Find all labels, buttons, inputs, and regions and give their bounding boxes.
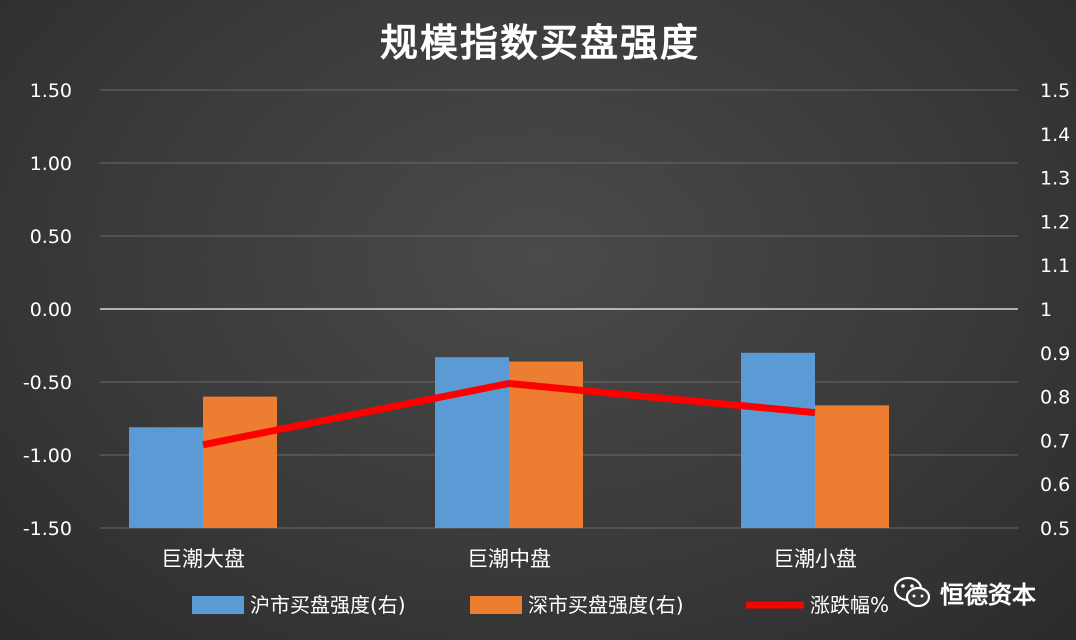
left-tick-label: 0.00	[30, 299, 72, 321]
left-tick-label: -0.50	[23, 372, 72, 394]
bars	[129, 352, 889, 528]
watermark: 恒德资本	[892, 570, 1072, 614]
left-tick-label: -1.00	[23, 445, 72, 467]
category-label: 巨潮中盘	[467, 547, 551, 571]
right-tick-label: 0.5	[1040, 518, 1070, 540]
category-labels: 巨潮大盘 巨潮中盘 巨潮小盘	[161, 547, 857, 571]
right-tick-label: 1	[1040, 299, 1052, 321]
left-tick-label: 1.50	[30, 80, 72, 102]
right-tick-label: 1.4	[1040, 124, 1070, 146]
left-axis: 1.50 1.00 0.50 0.00 -0.50 -1.00 -1.50	[23, 80, 72, 540]
line-series	[202, 379, 816, 449]
chart-title: 规模指数买盘强度	[380, 21, 700, 65]
wechat-icon	[893, 576, 931, 608]
right-tick-label: 1.3	[1040, 168, 1070, 190]
left-tick-label: -1.50	[23, 518, 72, 540]
bar	[203, 396, 277, 528]
category-label: 巨潮大盘	[161, 547, 245, 571]
bar	[815, 405, 889, 528]
left-tick-label: 0.50	[30, 226, 72, 248]
line-path	[202, 379, 816, 449]
legend: 沪市买盘强度(右) 深市买盘强度(右) 涨跌幅%	[192, 593, 889, 617]
right-tick-label: 1.5	[1040, 80, 1070, 102]
left-tick-label: 1.00	[30, 153, 72, 175]
legend-label: 涨跌幅%	[810, 593, 889, 617]
legend-label: 深市买盘强度(右)	[528, 593, 684, 617]
category-label: 巨潮小盘	[773, 547, 857, 571]
right-tick-label: 0.9	[1040, 343, 1070, 365]
bar	[741, 352, 815, 528]
right-tick-label: 0.6	[1040, 474, 1070, 496]
right-tick-label: 0.8	[1040, 387, 1070, 409]
legend-swatch	[192, 596, 244, 614]
right-tick-label: 0.7	[1040, 430, 1070, 452]
watermark-text: 恒德资本	[940, 580, 1036, 609]
right-axis: 1.5 1.4 1.3 1.2 1.1 1 0.9 0.8 0.7 0.6 0.5	[1040, 80, 1070, 540]
bar	[129, 427, 203, 528]
right-tick-label: 1.1	[1040, 255, 1070, 277]
legend-swatch	[470, 596, 522, 614]
right-tick-label: 1.2	[1040, 211, 1070, 233]
legend-label: 沪市买盘强度(右)	[250, 593, 406, 617]
